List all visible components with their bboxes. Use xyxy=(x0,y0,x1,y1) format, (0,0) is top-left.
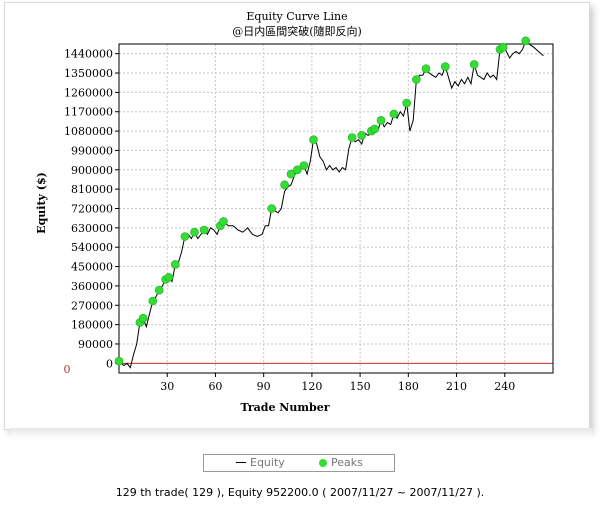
y-tick-label: 1080000 xyxy=(64,125,113,138)
legend-item-equity: Equity xyxy=(236,456,285,469)
y-tick-label: 540000 xyxy=(71,241,113,254)
axes: 0 90000 180000 270000 360000 450000 540000 6300… xyxy=(64,43,554,393)
peak-point xyxy=(440,62,450,71)
peak-point xyxy=(293,165,302,175)
y-tick-label: 180000 xyxy=(71,319,113,332)
dot-swatch-icon xyxy=(319,458,327,467)
peak-point xyxy=(267,204,277,213)
y-tick-label: 810000 xyxy=(71,183,113,196)
peak-point xyxy=(309,135,318,144)
y-tick-label: 720000 xyxy=(71,203,113,216)
peak-point xyxy=(376,116,386,125)
status-line: 129 th trade( 129 ), Equity 952200.0 ( 2… xyxy=(115,486,485,499)
chart-subtitle: @日内區間突破(隨即反向) xyxy=(232,24,362,38)
legend-item-peaks: Peaks xyxy=(319,456,363,469)
x-tick-label: 90 xyxy=(257,380,271,393)
zero-marker-label: 0 xyxy=(64,363,71,376)
grid-lines xyxy=(119,44,553,373)
y-tick-label: 270000 xyxy=(71,299,113,312)
plot-frame xyxy=(118,43,554,374)
y-tick-label: 900000 xyxy=(71,164,113,177)
peak-point xyxy=(299,161,309,170)
x-tick-label: 60 xyxy=(208,380,222,393)
peak-point xyxy=(148,296,158,306)
peak-point xyxy=(219,217,228,226)
y-tick-label: 0 xyxy=(106,357,113,370)
x-tick-label: 180 xyxy=(398,380,419,393)
x-tick-label: 30 xyxy=(160,380,174,393)
line-swatch-icon xyxy=(236,462,246,463)
peak-point xyxy=(171,260,180,269)
peak-point xyxy=(164,272,174,282)
equity-chart: Equity Curve Line @日内區間突破(隨即反向) 0 90000 18… xyxy=(35,10,554,414)
legend-equity-label: Equity xyxy=(250,456,285,469)
peak-point xyxy=(370,124,379,134)
peak-point xyxy=(286,169,296,179)
peak-point xyxy=(498,42,508,52)
y-tick-label: 90000 xyxy=(78,338,113,351)
peak-point xyxy=(199,225,209,235)
peak-point xyxy=(389,109,399,119)
peak-point xyxy=(154,285,164,295)
peak-point xyxy=(280,180,289,190)
peak-point xyxy=(421,64,431,73)
chart-legend: Equity Peaks xyxy=(203,454,395,472)
peak-point xyxy=(357,131,367,140)
x-tick-label: 240 xyxy=(494,380,515,393)
y-tick-label: 1440000 xyxy=(64,48,113,61)
y-tick-label: 1350000 xyxy=(64,67,113,80)
y-tick-label: 630000 xyxy=(71,222,113,235)
x-axis-label: Trade Number xyxy=(240,401,329,414)
peak-point xyxy=(138,313,148,323)
y-axis-label: Equity ($) xyxy=(35,172,48,234)
peak-point xyxy=(347,133,357,142)
peak-point xyxy=(180,232,190,241)
chart-title: Equity Curve Line xyxy=(246,10,347,23)
chart-panel: Equity Curve Line @日内區間突破(隨即反向) 0 90000 18… xyxy=(4,2,590,430)
peak-point xyxy=(412,75,421,84)
peak-point xyxy=(521,36,531,46)
y-tick-label: 360000 xyxy=(71,280,113,293)
peak-point xyxy=(402,98,412,108)
legend-peaks-label: Peaks xyxy=(331,456,363,469)
peak-point xyxy=(469,60,479,69)
peak-point xyxy=(190,227,199,237)
y-tick-label: 450000 xyxy=(71,261,113,274)
series-layer xyxy=(114,36,544,369)
panel-shadow xyxy=(10,428,592,438)
x-tick-label: 150 xyxy=(350,380,371,393)
y-tick-label: 1170000 xyxy=(64,106,113,119)
peak-point xyxy=(114,356,124,366)
y-tick-label: 1260000 xyxy=(64,86,113,99)
x-tick-label: 120 xyxy=(301,380,322,393)
x-tick-label: 210 xyxy=(446,380,467,393)
y-tick-label: 990000 xyxy=(71,144,113,157)
